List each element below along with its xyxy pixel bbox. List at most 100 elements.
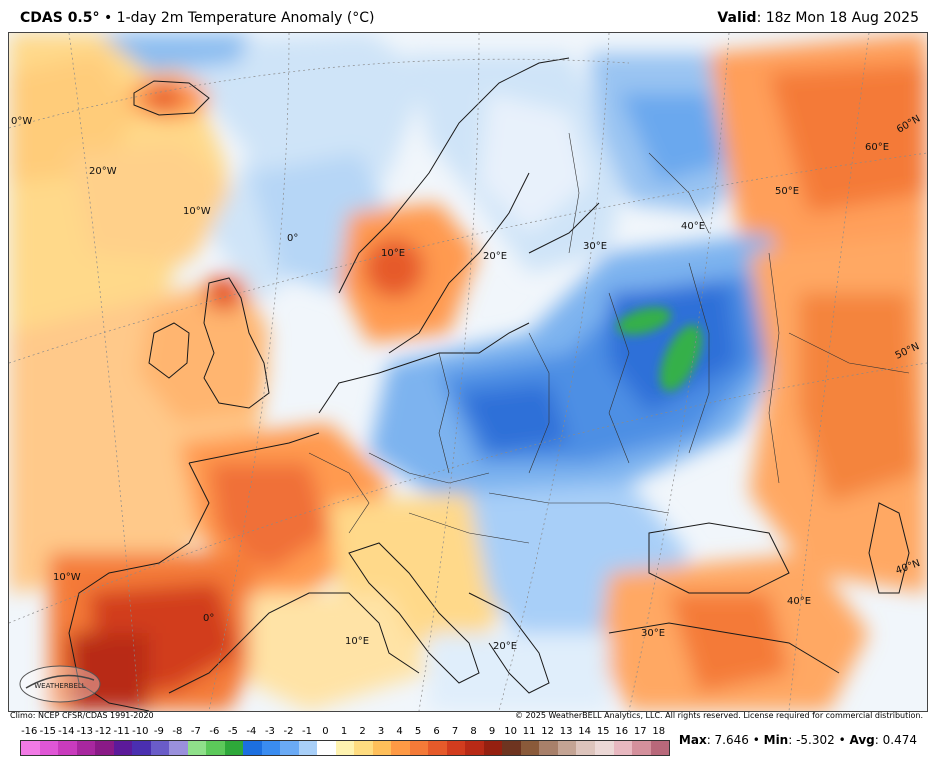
grid-label-10w: 10°W — [183, 206, 211, 217]
colorbar-label: -8 — [172, 726, 183, 737]
grid-label-40e: 40°E — [681, 221, 705, 232]
map-title: CDAS 0.5° • 1-day 2m Temperature Anomaly… — [20, 10, 375, 26]
colorbar-label: 7 — [451, 726, 459, 737]
colorbar-swatch — [594, 741, 614, 755]
title-separator: • — [103, 10, 113, 26]
min-value: : -5.302 — [788, 733, 835, 747]
colorbar-label: 17 — [633, 726, 647, 737]
product-name: 1-day 2m Temperature Anomaly (°C) — [116, 10, 375, 26]
grid-label-50e: 50°E — [775, 186, 799, 197]
colorbar-label: 4 — [396, 726, 403, 737]
grid-label-20w: 20°W — [89, 166, 117, 177]
header: CDAS 0.5° • 1-day 2m Temperature Anomaly… — [0, 0, 935, 32]
colorbar-swatch — [632, 741, 651, 755]
colorbar-label: 2 — [359, 726, 366, 737]
colorbar-label: 15 — [596, 726, 610, 737]
cold-core — [616, 307, 703, 392]
anomaly-field — [9, 33, 927, 711]
colorbar-swatch — [391, 741, 410, 755]
colorbar-swatch — [187, 741, 207, 755]
colorbar-swatch — [224, 741, 244, 755]
stats-sep-1: • — [748, 733, 764, 747]
colorbar-label: 1 — [340, 726, 348, 737]
colorbar-swatch — [502, 741, 521, 755]
colorbar-swatch — [95, 741, 114, 755]
valid-label: Valid — [717, 10, 757, 26]
colorbar-labels: -16 -15 -14 -13 -12 -11 -10 -9 -8 -7 -6 -5 -4 -3 -2 -1 0… — [20, 726, 668, 740]
min-label: Min — [763, 733, 789, 747]
colorbar-label: -11 — [113, 726, 130, 737]
colorbar-swatch — [613, 741, 633, 755]
anomaly-map[interactable]: 0°W 20°W 10°W 0° 10°E 20°E 30°E 40°E 50°… — [9, 33, 927, 711]
weatherbell-logo: WEATHERBELL — [19, 665, 101, 703]
grid-label-30e-south: 30°E — [641, 628, 665, 639]
graticule — [9, 33, 927, 711]
grid-label-0w: 0°W — [11, 116, 32, 127]
colorbar-label: -13 — [76, 726, 93, 737]
grid-label-10e-south: 10°E — [345, 636, 369, 647]
colorbar-label: -9 — [153, 726, 164, 737]
colorbar-swatch — [261, 741, 281, 755]
grid-label-0: 0° — [287, 233, 298, 244]
colorbar-label: 9 — [488, 726, 496, 737]
colorbar-label: 13 — [559, 726, 573, 737]
grid-label-10e: 10°E — [381, 248, 405, 259]
colorbar-label: 11 — [522, 726, 536, 737]
grid-label-20e-south: 20°E — [493, 641, 517, 652]
colorbar-swatch — [206, 741, 225, 755]
colorbar-swatch — [39, 741, 59, 755]
max-label: Max — [678, 733, 707, 747]
stats-summary: Max: 7.646 • Min: -5.302 • Avg: 0.474 — [679, 733, 917, 747]
colorbar-swatches — [20, 740, 670, 756]
colorbar-label: 14 — [578, 726, 592, 737]
colorbar-swatch — [21, 741, 40, 755]
colorbar-swatch — [428, 741, 447, 755]
colorbar-label: 0 — [322, 726, 329, 737]
colorbar-label: -12 — [95, 726, 112, 737]
colorbar-label: -1 — [301, 726, 312, 737]
colorbar-swatch — [557, 741, 577, 755]
colorbar-swatch — [169, 741, 188, 755]
colorbar-swatch — [280, 741, 299, 755]
colorbar-label: 18 — [652, 726, 666, 737]
grid-label-30e: 30°E — [583, 241, 607, 252]
colorbar-swatch — [409, 741, 429, 755]
colorbar-swatch — [483, 741, 503, 755]
colorbar-swatch — [335, 741, 355, 755]
colorbar-label: 5 — [414, 726, 422, 737]
colorbar-swatch — [446, 741, 466, 755]
colorbar-label: 10 — [504, 726, 517, 737]
colorbar-label: -2 — [283, 726, 294, 737]
avg-value: : 0.474 — [874, 733, 917, 747]
colorbar-swatch — [113, 741, 133, 755]
logo-text: WEATHERBELL — [34, 682, 86, 690]
colorbar-swatch — [76, 741, 96, 755]
valid-time: Valid: 18z Mon 18 Aug 2025 — [717, 10, 919, 26]
grid-labels: 0°W 20°W 10°W 0° 10°E 20°E 30°E 40°E 50°… — [11, 113, 922, 652]
copyright-note: © 2025 WeatherBELL Analytics, LLC. All r… — [515, 711, 923, 720]
colorbar-label: 8 — [470, 726, 477, 737]
valid-value: : 18z Mon 18 Aug 2025 — [756, 10, 919, 26]
colorbar-label: -5 — [227, 726, 238, 737]
avg-label: Avg — [849, 733, 875, 747]
colorbar: -16 -15 -14 -13 -12 -11 -10 -9 -8 -7 -6 -5 -4 -3 -2 -1 0… — [20, 726, 670, 762]
colorbar-label: -15 — [39, 726, 56, 737]
grid-label-20e: 20°E — [483, 251, 507, 262]
colorbar-label: 6 — [433, 726, 440, 737]
grid-label-10w-south: 10°W — [53, 572, 81, 583]
borders — [308, 132, 910, 544]
colorbar-swatch — [520, 741, 540, 755]
colorbar-label: -6 — [209, 726, 220, 737]
colorbar-label: 3 — [377, 726, 385, 737]
colorbar-label: 16 — [615, 726, 629, 737]
colorbar-label: -3 — [264, 726, 275, 737]
colorbar-swatch — [317, 741, 336, 755]
grid-label-0-south: 0° — [203, 613, 214, 624]
colorbar-swatch — [650, 741, 670, 755]
colorbar-swatch — [465, 741, 484, 755]
colorbar-swatch — [243, 741, 262, 755]
colorbar-swatch — [132, 741, 151, 755]
colorbar-swatch — [150, 741, 170, 755]
map-panel[interactable]: 0°W 20°W 10°W 0° 10°E 20°E 30°E 40°E 50°… — [8, 32, 928, 712]
climo-note: Climo: NCEP CFSR/CDAS 1991-2020 — [10, 711, 154, 720]
